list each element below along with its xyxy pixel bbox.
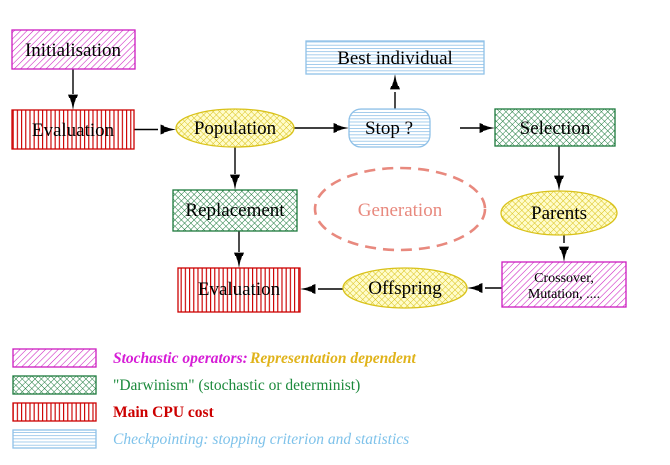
svg-text:Stochastic operators:: Stochastic operators:	[113, 350, 248, 367]
svg-text:Mutation, ....: Mutation, ....	[528, 287, 600, 302]
svg-text:Population: Population	[194, 118, 277, 139]
svg-text:Crossover,: Crossover,	[534, 271, 594, 286]
svg-text:Selection: Selection	[520, 118, 591, 139]
svg-text:"Darwinism" (stochastic or det: "Darwinism" (stochastic or determinist)	[113, 377, 360, 394]
svg-text:Stop ?: Stop ?	[365, 118, 413, 139]
svg-text:Initialisation: Initialisation	[25, 40, 122, 61]
svg-text:Evaluation: Evaluation	[32, 120, 115, 141]
svg-text:Checkpointing: stopping criter: Checkpointing: stopping criterion and st…	[113, 431, 409, 448]
svg-text:Parents: Parents	[531, 203, 587, 224]
svg-text:Replacement: Replacement	[185, 200, 285, 221]
svg-text:Offspring: Offspring	[368, 278, 442, 299]
svg-text:Representation dependent: Representation dependent	[249, 350, 416, 367]
svg-text:Evaluation: Evaluation	[198, 279, 281, 300]
svg-text:Main CPU cost: Main CPU cost	[113, 404, 215, 421]
svg-text:Best individual: Best individual	[337, 48, 453, 69]
svg-text:Generation: Generation	[358, 200, 443, 221]
